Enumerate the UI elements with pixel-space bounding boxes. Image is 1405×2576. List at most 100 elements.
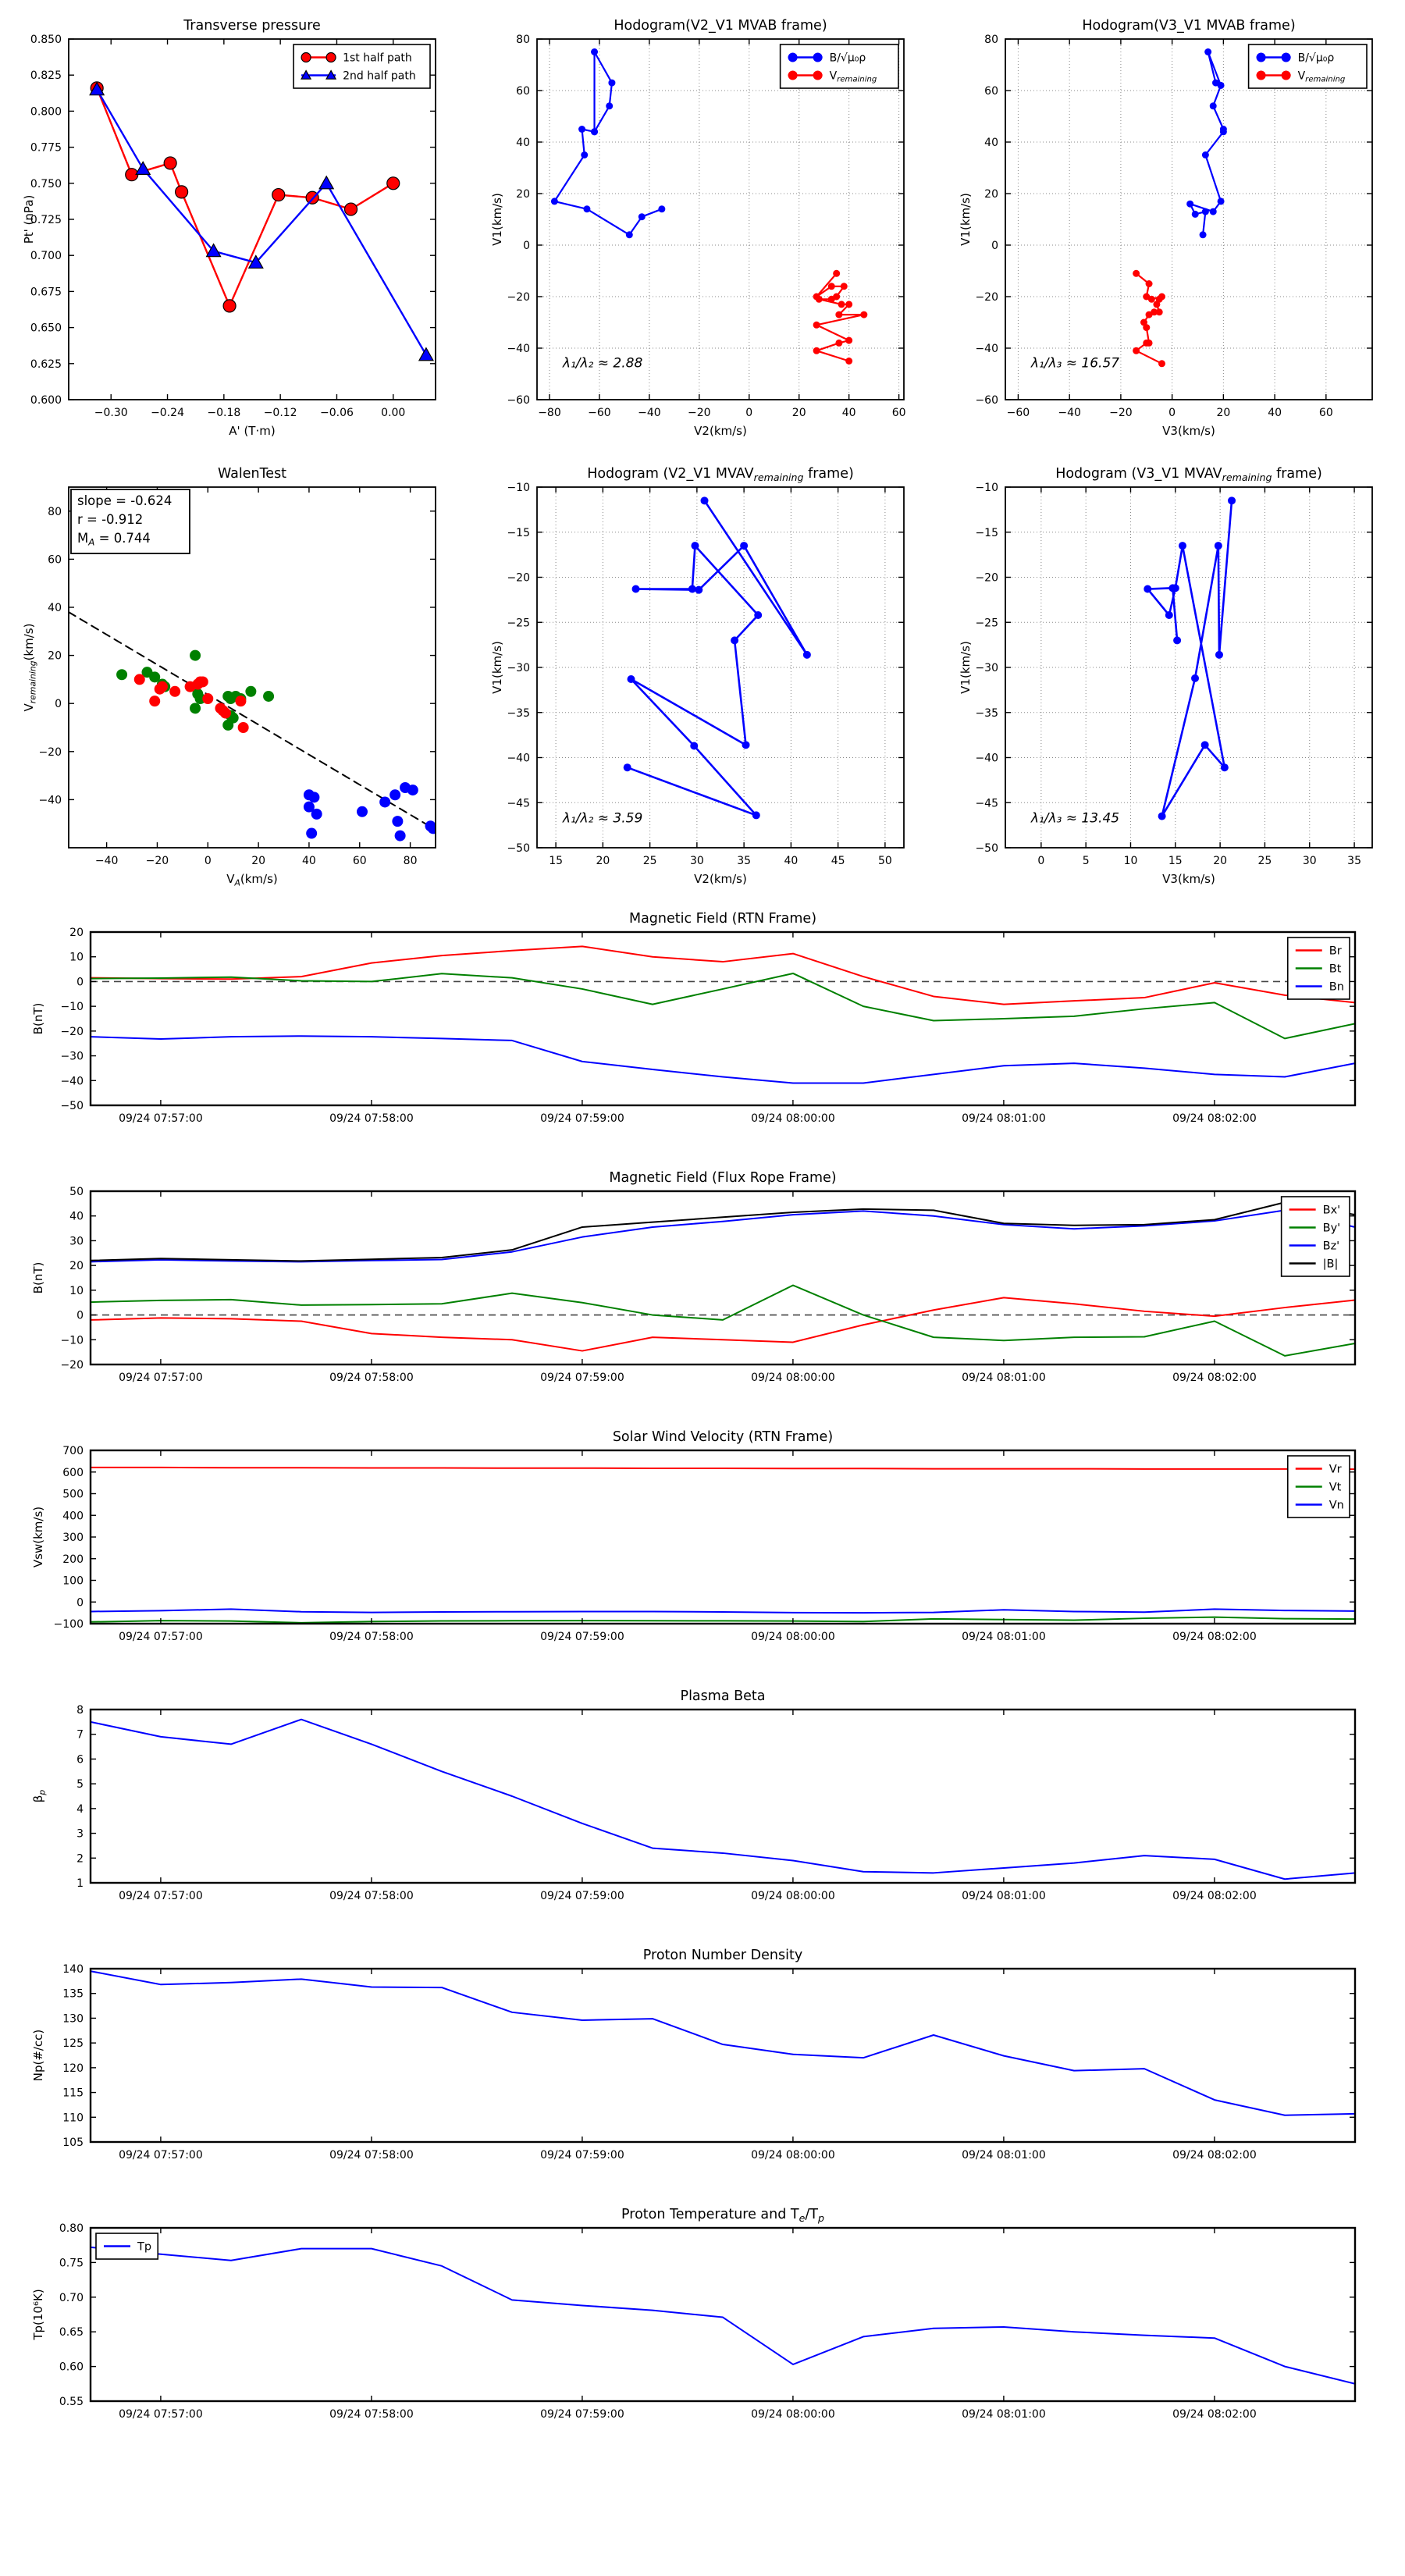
svg-text:−20: −20 (507, 572, 530, 585)
svg-text:−40: −40 (1058, 407, 1081, 419)
svg-text:20: 20 (69, 1260, 84, 1272)
hodogram-v2v1-mvab-xlabel: V2(km/s) (694, 424, 747, 438)
svg-text:09/24 07:57:00: 09/24 07:57:00 (119, 1890, 203, 1902)
figure: −0.30 −0.24 −0.18 −0.12 −0.06 0.00 0.600 0.625 0… (0, 9, 1405, 2435)
svg-text:0.650: 0.650 (30, 322, 62, 335)
svg-text:Vt: Vt (1329, 1482, 1342, 1494)
mag-rtn-tick-labels: 09/24 07:57:00 09/24 07:58:00 09/24 07:59:… (60, 927, 1256, 1125)
hodogram-v3v1-mvav-title: Hodogram (V3_V1 MVAVremaining frame) (1055, 466, 1322, 483)
hodogram-v3v1-mvab-grid (1005, 38, 1372, 400)
svg-text:09/24 07:58:00: 09/24 07:58:00 (329, 1890, 414, 1902)
chart-vsw-rtn: 09/24 07:57:00 09/24 07:58:00 09/24 07:59:… (23, 1424, 1382, 1658)
svg-text:20: 20 (1216, 407, 1230, 419)
svg-text:09/24 08:00:00: 09/24 08:00:00 (751, 2149, 835, 2161)
svg-text:09/24 08:01:00: 09/24 08:01:00 (962, 1890, 1046, 1902)
svg-text:35: 35 (737, 855, 751, 867)
proton-density-tick-labels: 09/24 07:57:00 09/24 07:58:00 09/24 07:59:… (62, 1963, 1256, 2161)
hodogram-v2v1-mvav-tick-labels: 15 20 25 30 35 40 45 50 −50 −45 −40 −35 −30 −25 −20 −15… (507, 482, 891, 867)
mag-fluxrope-title: Magnetic Field (Flux Rope Frame) (609, 1170, 836, 1186)
svg-text:60: 60 (353, 855, 367, 867)
svg-text:130: 130 (62, 2012, 84, 2025)
mag-rtn-series (91, 945, 1355, 1084)
hodogram-v3v1-mvab-annotation: λ₁/λ₃ ≈ 16.57 (1030, 355, 1119, 371)
svg-text:0.80: 0.80 (59, 2222, 84, 2235)
svg-text:40: 40 (784, 855, 798, 867)
time-series-stack: 09/24 07:57:00 09/24 07:58:00 09/24 07:59:… (0, 906, 1405, 2435)
hodogram-v2v1-mvav-title: Hodogram (V2_V1 MVAVremaining frame) (587, 466, 854, 483)
svg-text:B/√μ₀ρ: B/√μ₀ρ (1298, 52, 1335, 65)
svg-text:40: 40 (1268, 407, 1282, 419)
svg-text:0.65: 0.65 (59, 2326, 84, 2339)
svg-text:0.725: 0.725 (30, 214, 62, 226)
svg-text:5: 5 (1083, 855, 1090, 867)
hodogram-v2v1-mvav-ylabel: V1(km/s) (490, 641, 504, 694)
plasma-beta-ylabel: βp (31, 1790, 47, 1803)
walen-test-series (69, 611, 436, 841)
svg-text:slope = -0.624: slope = -0.624 (77, 493, 172, 508)
svg-text:30: 30 (1303, 855, 1317, 867)
svg-text:60: 60 (1319, 407, 1333, 419)
svg-text:0.625: 0.625 (30, 358, 62, 371)
svg-text:45: 45 (831, 855, 845, 867)
svg-text:−35: −35 (507, 707, 530, 720)
hodogram-v2v1-mvav-series (623, 496, 811, 820)
svg-text:20: 20 (792, 407, 806, 419)
chart-hodogram-v3v1-mvav: 0 5 10 15 20 25 30 35 −50 −45 −40 −35 −30 −25 −20 −15 −1… (954, 457, 1383, 888)
svg-text:50: 50 (69, 1186, 84, 1198)
svg-text:−50: −50 (507, 842, 530, 855)
mag-rtn-legend: Br Bt Bn (1286, 937, 1350, 1000)
svg-text:−0.24: −0.24 (151, 407, 184, 419)
svg-text:1: 1 (76, 1877, 84, 1890)
chart-hodogram-v3v1-mvab: −60 −40 −20 0 20 40 60 −60 −40 −20 0 20 40 60 80 Hodogr… (954, 9, 1383, 440)
svg-text:500: 500 (62, 1489, 84, 1501)
svg-text:−0.30: −0.30 (94, 407, 128, 419)
svg-text:15: 15 (1168, 855, 1183, 867)
walen-test-svg: −40 −20 0 20 40 60 80 −40 −20 0 20 40 60 80 WalenTest V… (17, 457, 446, 888)
chart-proton-density: 09/24 07:57:00 09/24 07:58:00 09/24 07:59:… (23, 1942, 1382, 2176)
svg-text:Vremaining: Vremaining (830, 70, 877, 84)
svg-text:09/24 08:00:00: 09/24 08:00:00 (751, 1372, 835, 1384)
walen-test-ylabel: Vremaining(km/s) (22, 624, 37, 712)
svg-text:125: 125 (62, 2037, 84, 2050)
svg-text:−20: −20 (975, 572, 998, 585)
svg-text:20: 20 (48, 650, 62, 663)
svg-text:0.00: 0.00 (381, 407, 405, 419)
proton-temperature-ylabel: Tp(10⁶K) (31, 2289, 45, 2340)
svg-text:−20: −20 (688, 407, 711, 419)
svg-text:40: 40 (984, 137, 998, 149)
vsw-rtn-ylabel: Vsw(km/s) (31, 1507, 45, 1567)
svg-text:−10: −10 (975, 482, 998, 494)
svg-text:09/24 07:59:00: 09/24 07:59:00 (540, 1112, 624, 1125)
svg-text:35: 35 (1347, 855, 1361, 867)
svg-text:09/24 08:02:00: 09/24 08:02:00 (1172, 1631, 1257, 1643)
svg-text:By': By' (1323, 1222, 1341, 1235)
proton-density-title: Proton Number Density (643, 1948, 802, 1963)
svg-text:−20: −20 (507, 291, 530, 304)
svg-text:Tp: Tp (137, 2241, 151, 2254)
svg-text:80: 80 (48, 506, 62, 518)
svg-text:60: 60 (48, 553, 62, 566)
hodogram-v2v1-mvab-ylabel: V1(km/s) (490, 193, 504, 246)
svg-text:200: 200 (62, 1553, 84, 1566)
svg-text:−0.06: −0.06 (320, 407, 354, 419)
hodogram-v2v1-mvav-svg: 15 20 25 30 35 40 45 50 −50 −45 −40 −35 −30 −25 −20 −15… (486, 457, 915, 888)
svg-text:10: 10 (69, 952, 84, 964)
svg-text:MA = 0.744: MA = 0.744 (77, 531, 151, 548)
hodogram-v2v1-mvab-series (550, 48, 868, 365)
svg-text:−40: −40 (60, 1075, 84, 1087)
svg-text:09/24 08:00:00: 09/24 08:00:00 (751, 1631, 835, 1643)
svg-text:−20: −20 (60, 1026, 84, 1038)
hodogram-v3v1-mvav-series (1144, 496, 1236, 820)
hodogram-v2v1-mvab-tick-labels: −80 −60 −40 −20 0 20 40 60 −60 −40 −20 0 20 40 60 80 (507, 34, 905, 419)
svg-text:09/24 07:58:00: 09/24 07:58:00 (329, 2149, 414, 2161)
svg-text:120: 120 (62, 2062, 84, 2075)
svg-text:40: 40 (516, 137, 530, 149)
plasma-beta-svg: 09/24 07:57:00 09/24 07:58:00 09/24 07:59:… (23, 1683, 1382, 1917)
chart-hodogram-v2v1-mvab: −80 −60 −40 −20 0 20 40 60 −60 −40 −20 0 20 40 60 80 Hod… (486, 9, 915, 440)
svg-text:−40: −40 (38, 794, 62, 806)
mag-rtn-ylabel: B(nT) (31, 1003, 45, 1035)
svg-text:0.70: 0.70 (59, 2292, 84, 2304)
svg-text:0.700: 0.700 (30, 250, 62, 262)
svg-text:−25: −25 (507, 617, 530, 629)
svg-text:−30: −30 (507, 662, 530, 674)
